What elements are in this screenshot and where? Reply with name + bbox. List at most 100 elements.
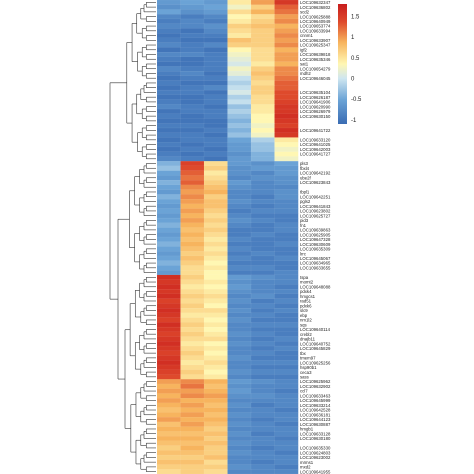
row-label: LOC109635309 (300, 247, 331, 252)
heatmap-cell (227, 137, 252, 143)
heatmap-cell (274, 175, 299, 181)
heatmap-cell (203, 303, 228, 309)
heatmap-cell (180, 388, 205, 394)
heatmap-cell (203, 298, 228, 304)
heatmap-cell (180, 66, 205, 72)
heatmap-cell (180, 312, 205, 318)
heatmap-cell (180, 28, 205, 34)
heatmap-cell (203, 431, 228, 437)
heatmap-cell (156, 236, 181, 243)
row-label: LOC109635104 (300, 90, 331, 95)
heatmap-cell (250, 421, 275, 427)
heatmap-cell (227, 61, 252, 67)
heatmap-cell (203, 251, 228, 257)
row-label: LOC109653774 (300, 24, 331, 29)
heatmap-cell (203, 80, 228, 86)
heatmap-cell (227, 104, 252, 110)
row-label: LOC109626979 (300, 109, 331, 114)
heatmap-cell (180, 23, 205, 29)
heatmap-cell (203, 364, 228, 371)
heatmap-cell (180, 194, 205, 200)
heatmap-cell (274, 374, 299, 380)
heatmap-cell (250, 407, 275, 413)
heatmap-cell (203, 142, 228, 148)
row-label: LOC109641955 (300, 469, 331, 474)
heatmap-cell (203, 175, 228, 181)
heatmap-cell (250, 137, 275, 143)
heatmap-cell (203, 407, 228, 413)
heatmap-cell (156, 0, 181, 6)
heatmap-cell (180, 421, 205, 427)
row-label: sass (300, 374, 309, 379)
row-label: LOC109645999 (300, 398, 331, 403)
heatmap-cell (250, 402, 275, 409)
heatmap-cell (227, 355, 252, 361)
heatmap-cell (274, 274, 299, 281)
heatmap-cell (274, 388, 299, 394)
heatmap-cell (156, 56, 181, 63)
heatmap-cell (274, 298, 299, 304)
heatmap-cell (156, 175, 181, 181)
heatmap-cell (227, 70, 252, 77)
heatmap-cell (250, 165, 275, 172)
heatmap-cell (156, 289, 181, 295)
heatmap-cell (274, 56, 299, 63)
row-label: hmgb1 (300, 427, 314, 432)
heatmap-cell (227, 360, 252, 366)
heatmap-cell (274, 331, 299, 337)
heatmap-cell (203, 454, 228, 461)
heatmap-cell (227, 374, 252, 380)
heatmap-cell (250, 345, 275, 352)
heatmap-cell (156, 279, 181, 285)
heatmap-cell (274, 94, 299, 100)
heatmap-cell (274, 14, 299, 20)
heatmap-cell (203, 14, 228, 20)
heatmap-cell (180, 454, 205, 461)
heatmap-cell (156, 426, 181, 432)
heatmap-cell (250, 156, 275, 162)
heatmap-cell (180, 459, 205, 465)
heatmap-cell (203, 232, 228, 238)
heatmap-cell (156, 440, 181, 446)
heatmap-cell (180, 355, 205, 361)
heatmap-cell (227, 66, 252, 72)
heatmap-cell (250, 255, 275, 262)
heatmap-cell (274, 161, 299, 167)
row-label: LOC109633907 (300, 38, 331, 43)
heatmap-cell (274, 469, 299, 474)
row-label: pid3 (300, 218, 309, 223)
heatmap-cell (203, 4, 228, 10)
row-label: nm1l2 (300, 318, 312, 323)
heatmap-cell (203, 42, 228, 48)
row-label: tbpl1 (300, 190, 310, 195)
heatmap-cell (227, 450, 252, 456)
heatmap-cell (180, 345, 205, 352)
heatmap-cell (203, 336, 228, 342)
heatmap-cell (274, 70, 299, 77)
heatmap-cell (274, 383, 299, 390)
heatmap-cell (227, 42, 252, 48)
heatmap-cell (227, 345, 252, 352)
heatmap-cell (274, 421, 299, 427)
heatmap-cell (250, 33, 275, 39)
heatmap-cell (227, 265, 252, 271)
heatmap-cell (227, 246, 252, 252)
heatmap-cell (180, 104, 205, 110)
colorbar-gradient (338, 4, 347, 124)
row-label: hmgcs1 (300, 294, 316, 299)
row-label: LOC109633463 (300, 393, 331, 398)
heatmap-cell (156, 445, 181, 451)
heatmap-cell (274, 251, 299, 257)
row-label: LOC109630180 (300, 436, 331, 441)
heatmap-cell (180, 70, 205, 77)
heatmap-cell (203, 33, 228, 39)
heatmap-cell (274, 222, 299, 228)
row-labels: LOC109632347LOC109636802scd2LOC109625888… (300, 0, 331, 474)
heatmap-cell (203, 118, 228, 124)
heatmap-cell (227, 146, 252, 153)
heatmap-cell (203, 331, 228, 337)
heatmap-cell (180, 9, 205, 15)
heatmap-cell (274, 355, 299, 361)
row-label: LOC109636802 (300, 5, 331, 10)
heatmap-cell (250, 260, 275, 266)
